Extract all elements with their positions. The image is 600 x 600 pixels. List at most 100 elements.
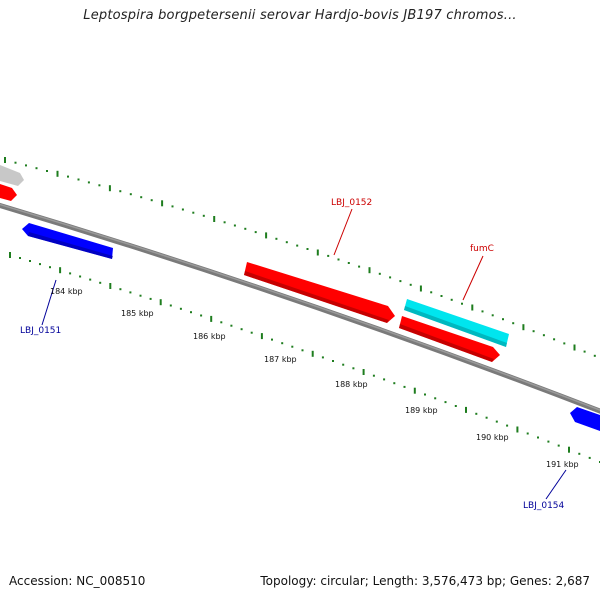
grey-feature (0, 165, 24, 186)
inner-minor-tick (250, 331, 253, 334)
inner-minor-tick (578, 452, 581, 455)
inner-minor-tick (119, 288, 122, 291)
outer-minor-tick (192, 211, 195, 214)
gene-label-lbj-0154[interactable]: LBJ_0154 (523, 501, 565, 511)
inner-minor-tick (230, 324, 233, 327)
inner-major-tick (159, 299, 162, 306)
gene-forward-arrow-2[interactable] (399, 316, 500, 362)
outer-minor-tick (481, 310, 484, 313)
leader-lbj-0154 (545, 469, 567, 500)
ruler-label: 191 kbp (546, 460, 579, 469)
gene-lbj-0152-arrow[interactable] (244, 262, 395, 323)
ruler-label: 189 kbp (405, 406, 438, 415)
map-title: Leptospira borgpetersenii serovar Hardjo… (83, 8, 517, 23)
outer-minor-tick (389, 276, 392, 279)
inner-minor-tick (139, 294, 142, 297)
inner-major-tick (516, 426, 519, 433)
outer-minor-tick (593, 354, 596, 357)
inner-minor-tick (291, 345, 294, 348)
inner-minor-tick (149, 297, 152, 300)
outer-minor-tick (254, 231, 257, 234)
ruler-label: 184 kbp (50, 287, 83, 296)
inner-major-tick (568, 446, 570, 453)
outer-minor-tick (25, 164, 27, 167)
outer-minor-tick (450, 298, 453, 301)
ruler-label: 185 kbp (121, 309, 154, 318)
outer-major-tick (265, 232, 268, 239)
gene-lbj-0152-shade (244, 271, 389, 323)
gene-fumc-shade (404, 306, 507, 347)
outer-minor-tick (35, 167, 38, 170)
outer-minor-tick (223, 221, 226, 224)
outer-major-tick (161, 200, 164, 207)
outer-minor-tick (306, 248, 309, 250)
outer-minor-tick (563, 342, 566, 345)
inner-minor-tick (475, 412, 478, 415)
outer-minor-tick (285, 241, 288, 244)
outer-minor-tick (553, 338, 556, 341)
outer-minor-tick (491, 314, 494, 317)
inner-major-tick (362, 369, 365, 375)
inner-minor-tick (332, 360, 334, 362)
inner-minor-tick (454, 405, 457, 407)
inner-minor-tick (588, 456, 591, 459)
inner-minor-tick (220, 321, 223, 324)
gene-label-lbj-0151[interactable]: LBJ_0151 (20, 326, 61, 336)
inner-minor-tick (240, 328, 243, 331)
outer-minor-tick (98, 184, 101, 187)
inner-minor-tick (79, 275, 82, 278)
inner-minor-tick (434, 397, 437, 400)
outer-minor-tick (409, 283, 412, 286)
gene-lbj-0154-arrow[interactable] (570, 407, 600, 431)
red-feature-partial (0, 184, 17, 201)
ruler-label: 186 kbp (193, 332, 226, 341)
outer-minor-tick (327, 254, 330, 257)
outer-minor-tick (67, 175, 69, 178)
outer-major-tick (573, 344, 576, 351)
outer-minor-tick (542, 334, 545, 337)
outer-major-tick (108, 185, 111, 192)
inner-minor-tick (69, 272, 72, 275)
outer-minor-tick (461, 302, 463, 305)
inner-minor-tick (301, 349, 304, 352)
outer-minor-tick (119, 190, 122, 193)
inner-minor-tick (129, 291, 132, 294)
inner-minor-tick (200, 314, 203, 317)
inner-minor-tick (537, 436, 539, 439)
ruler-label: 190 kbp (476, 433, 509, 442)
outer-major-tick (56, 170, 59, 177)
outer-minor-tick (337, 258, 340, 261)
inner-minor-tick (342, 363, 345, 366)
outer-minor-tick (46, 170, 48, 172)
inner-minor-tick (169, 304, 172, 307)
inner-minor-tick (495, 420, 498, 423)
ruler-label: 187 kbp (264, 355, 297, 364)
leader-fumc (462, 255, 484, 301)
outer-minor-tick (583, 350, 586, 353)
gene-label-fumc[interactable]: fumC (470, 244, 494, 254)
outer-tick-track (4, 157, 596, 357)
inner-minor-tick (321, 356, 324, 359)
outer-minor-tick (181, 208, 184, 211)
inner-minor-tick (271, 338, 273, 341)
inner-minor-tick (190, 311, 192, 314)
outer-minor-tick (347, 262, 350, 264)
inner-minor-tick (403, 385, 406, 388)
outer-major-tick (419, 285, 422, 292)
outer-major-tick (368, 267, 371, 274)
outer-minor-tick (171, 205, 174, 208)
inner-major-tick (109, 283, 112, 289)
inner-minor-tick (352, 367, 355, 370)
gene-label-lbj-0152[interactable]: LBJ_0152 (331, 198, 372, 208)
backbone-highlight (0, 203, 600, 411)
outer-minor-tick (202, 214, 205, 217)
outer-minor-tick (378, 272, 381, 275)
leader-lbj-0152 (333, 208, 353, 256)
inner-tick-track (9, 252, 600, 463)
inner-major-tick (9, 252, 11, 258)
outer-minor-tick (129, 193, 132, 196)
inner-minor-tick (383, 378, 386, 381)
inner-major-tick (311, 350, 314, 357)
outer-minor-tick (233, 224, 236, 227)
